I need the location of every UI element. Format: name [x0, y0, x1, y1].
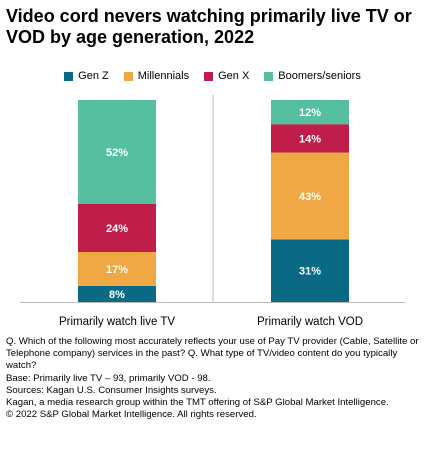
data-label-live-tv-millennials: 17%: [106, 264, 128, 276]
bar-segment-vod-millennials: [271, 152, 349, 240]
data-label-vod-millennials: 43%: [299, 191, 321, 203]
data-label-live-tv-gen-x: 24%: [106, 223, 128, 235]
note-kagan: Kagan, a media research group within the…: [6, 397, 389, 409]
stacked-bar-chart: 8% 17% 24% 52% Primarily watch live TV 31% 43%…: [20, 95, 405, 328]
data-label-vod-boomers: 12%: [299, 107, 321, 119]
note-base: Base: Primarily live TV – 93, primarily …: [6, 372, 211, 384]
legend-swatch-millennials: [123, 71, 133, 81]
legend-swatch-gen-x: [204, 71, 214, 81]
note-sources: Sources: Kagan U.S. Consumer Insights su…: [6, 384, 217, 396]
legend-label-gen-z: Gen Z: [78, 70, 109, 82]
bar-segment-live-tv-gen-x: [78, 204, 156, 252]
data-label-live-tv-boomers: 52%: [106, 147, 128, 159]
legend-swatch-boomers: [264, 71, 274, 81]
data-label-live-tv-gen-z: 8%: [109, 289, 125, 301]
legend-label-gen-x: Gen X: [218, 70, 250, 82]
note-copyright: © 2022 S&P Global Market Intelligence. A…: [6, 409, 257, 421]
bar-segment-live-tv-boomers: [78, 100, 156, 204]
category-label-live-tv: Primarily watch live TV: [59, 316, 175, 328]
legend-item-boomers: Boomers/seniors: [264, 70, 361, 82]
bar-segment-vod-gen-z: [271, 239, 349, 302]
legend-item-gen-x: Gen X: [204, 70, 249, 82]
data-label-vod-gen-x: 14%: [299, 133, 321, 145]
legend-item-gen-z: Gen Z: [64, 70, 109, 82]
legend-label-boomers: Boomers/seniors: [278, 70, 361, 82]
legend-swatch-gen-z: [64, 71, 74, 81]
bar-segment-vod-boomers: [271, 100, 349, 125]
legend-item-millennials: Millennials: [123, 70, 190, 82]
category-label-vod: Primarily watch VOD: [257, 316, 363, 328]
data-label-vod-gen-z: 31%: [299, 266, 321, 278]
note-question: Q. Which of the following most accuratel…: [6, 336, 419, 372]
legend: Gen Z Millennials Gen X Boomers/seniors: [0, 68, 425, 84]
chart-title: Video cord nevers watching primarily liv…: [6, 6, 412, 47]
legend-label-millennials: Millennials: [137, 70, 190, 82]
bar-segment-live-tv-gen-z: [78, 286, 156, 302]
bar-segment-vod-gen-x: [271, 124, 349, 153]
bar-segment-live-tv-millennials: [78, 252, 156, 286]
chart-notes: Q. Which of the following most accuratel…: [6, 336, 420, 421]
